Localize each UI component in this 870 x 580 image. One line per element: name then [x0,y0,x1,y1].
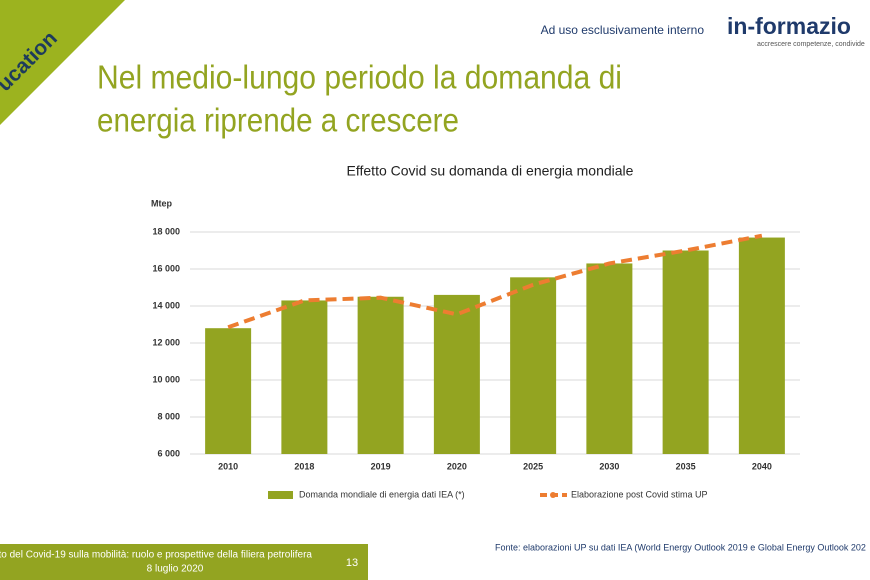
logo: in-formazio [727,13,851,39]
line [227,233,763,330]
slide-title: Nel medio-lungo periodo la domanda di [97,59,622,96]
legend-label: Domanda mondiale di energia dati IEA (*) [299,489,465,499]
bar [433,294,480,454]
bar [205,328,252,454]
page-number: 13 [346,557,358,569]
legend-swatch [268,491,293,499]
bar [357,296,404,454]
bar [510,277,557,454]
y-tick-label: 8 000 [157,411,180,421]
x-tick-label: 2025 [523,461,543,471]
legend-marker [550,492,556,498]
chart-title: Effetto Covid su domanda di energia mond… [347,163,634,179]
footer-date: 8 luglio 2020 [147,564,204,575]
footer-subject: tto del Covid-19 sulla mobilità: ruolo e… [0,550,312,561]
corner-badge [0,0,125,125]
x-tick-label: 2019 [371,461,391,471]
x-tick-label: 2018 [294,461,314,471]
legend-label: Elaborazione post Covid stima UP [571,489,708,499]
y-tick-label: 10 000 [152,374,180,384]
y-tick-label: 14 000 [152,300,180,310]
logo-tagline: accrescere competenze, condivide [757,41,865,48]
x-tick-label: 2010 [218,461,238,471]
y-tick-label: 12 000 [152,337,180,347]
bar [662,250,709,454]
x-tick-label: 2030 [599,461,619,471]
bar [586,263,633,454]
x-tick-label: 2035 [676,461,696,471]
bar [281,300,328,454]
y-tick-label: 6 000 [157,448,180,458]
footer-bar [0,544,368,580]
source: Fonte: elaborazioni UP su dati IEA (Worl… [495,542,866,552]
y-axis-label: Mtep [151,198,172,208]
y-tick-label: 16 000 [152,263,180,273]
y-tick-label: 18 000 [152,226,180,236]
x-tick-label: 2040 [752,461,772,471]
x-tick-label: 2020 [447,461,467,471]
slide-title: energia riprende a crescere [97,102,459,139]
notice: Ad uso esclusivamente interno [541,23,705,37]
bar [738,237,785,454]
